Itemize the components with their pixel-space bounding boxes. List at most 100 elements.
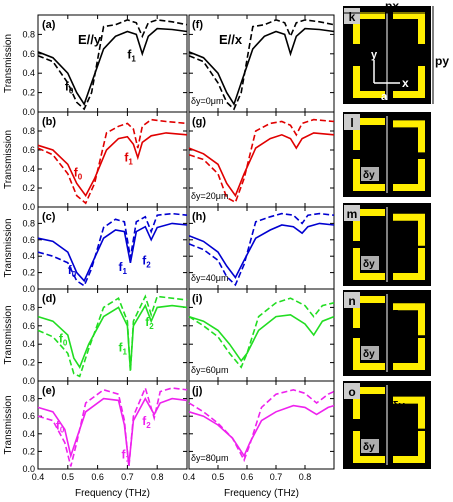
panel-frame <box>37 206 188 290</box>
y-tick-label: 0.0 <box>22 284 35 294</box>
y-tick-label: 0.8 <box>22 302 35 312</box>
cell-label: l <box>350 116 353 130</box>
delta-y-box <box>361 256 379 270</box>
split-ring-bracket <box>353 338 385 370</box>
split-ring-bracket <box>353 159 385 191</box>
panel-label: (d) <box>42 293 56 305</box>
resonance-label: f1 <box>121 447 130 463</box>
axis-x-label: x <box>402 76 409 90</box>
delta-y-marker: δy <box>363 442 375 453</box>
series-solid <box>37 303 188 371</box>
resonance-label: f2 <box>142 253 151 269</box>
y-axis-label: Transmission <box>3 130 14 189</box>
y-tick-label: 0.8 <box>22 126 35 136</box>
x-axis-label: Frequency (THz) <box>75 488 150 499</box>
delta-y-box <box>361 439 379 453</box>
delta-y-marker: δy <box>363 349 375 360</box>
y-tick-label: 0.2 <box>22 268 35 278</box>
split-ring-bracket <box>393 159 425 191</box>
resonance-label: f1 <box>118 260 127 276</box>
delta-y-label: δy=60μm <box>191 365 228 375</box>
y-tick-label: 0.8 <box>22 394 35 404</box>
resonance-label: f0 <box>65 80 74 96</box>
split-ring-bracket <box>393 213 425 246</box>
delta-y-marker: δy <box>392 222 406 234</box>
cell-label: o <box>348 385 355 399</box>
delta-y-box <box>361 167 379 181</box>
y-tick-label: 0.6 <box>22 411 35 421</box>
delta-y-label: δy=80μm <box>191 453 228 463</box>
y-tick-label: 0.4 <box>22 68 35 78</box>
split-ring-bracket <box>393 303 425 336</box>
series-dashed <box>188 297 335 369</box>
y-tick-label: 0.4 <box>22 429 35 439</box>
panel-label: (h) <box>192 211 206 223</box>
resonance-label: f1 <box>127 48 136 64</box>
resonance-label: f0 <box>56 418 65 434</box>
x-tick-label: 0.7 <box>270 472 283 482</box>
y-axis-label: Transmission <box>3 34 14 93</box>
y-tick-label: 0.2 <box>22 88 35 98</box>
resonance-label: f1 <box>124 150 133 166</box>
split-ring-bracket <box>393 338 425 370</box>
panel-label: (j) <box>192 385 203 397</box>
split-ring-bracket <box>393 431 425 463</box>
split-ring-bracket <box>393 12 425 44</box>
split-ring-bracket <box>393 120 425 153</box>
delta-y-label: δy=0μm <box>191 96 223 106</box>
x-tick-label: 0.8 <box>299 472 312 482</box>
x-tick-label: 0.4 <box>183 472 196 482</box>
resonance-label: f2 <box>142 414 151 430</box>
split-ring-bracket <box>393 66 425 98</box>
y-tick-label: 0.2 <box>22 183 35 193</box>
x-tick-label: 0.7 <box>121 472 134 482</box>
resonance-label: f2 <box>145 315 154 331</box>
period-x-label: px <box>385 0 399 13</box>
y-axis-label: Transmission <box>3 395 14 454</box>
series-dashed <box>188 19 335 111</box>
cell-label: m <box>347 207 358 221</box>
y-tick-label: 0.0 <box>22 107 35 117</box>
resonance-label: f0 <box>59 331 68 347</box>
cell-label-box <box>344 8 360 24</box>
cell-label-box <box>344 383 360 399</box>
x-tick-label: 0.5 <box>212 472 225 482</box>
cell-label-box <box>344 114 360 130</box>
y-tick-label: 0.4 <box>22 251 35 261</box>
series-solid <box>188 404 335 458</box>
cell-label: n <box>348 294 355 308</box>
panel-frame <box>37 111 188 208</box>
cell-label-box <box>344 292 360 308</box>
y-tick-label: 0.0 <box>22 202 35 212</box>
split-ring-bracket <box>393 248 425 280</box>
panel-label: (g) <box>192 116 206 128</box>
y-tick-label: 0.8 <box>22 218 35 228</box>
y-tick-label: 0.8 <box>22 29 35 39</box>
delta-y-marker: δy <box>363 170 375 181</box>
split-ring-bracket <box>393 396 425 429</box>
series-solid <box>188 132 335 198</box>
delta-y-label: δy=40μm <box>191 273 228 283</box>
panel-label: (b) <box>42 116 56 128</box>
panel-label: (i) <box>192 293 203 305</box>
series-dashed <box>37 294 188 378</box>
y-tick-label: 0.6 <box>22 321 35 331</box>
series-dashed <box>37 19 188 111</box>
delta-y-label: δy=20μm <box>191 191 228 201</box>
x-tick-label: 0.4 <box>32 472 45 482</box>
panel-frame <box>188 380 335 470</box>
y-tick-label: 0.0 <box>22 376 35 386</box>
series-solid <box>37 396 188 465</box>
y-tick-label: 0.2 <box>22 446 35 456</box>
panel-label: (a) <box>42 19 56 31</box>
series-solid <box>37 222 188 283</box>
x-tick-label: 0.5 <box>62 472 75 482</box>
dimension-a-label: a <box>381 91 388 103</box>
resonance-label: f1 <box>118 341 127 357</box>
series-dashed <box>188 212 335 287</box>
delta-y-marker: δy <box>392 309 406 321</box>
cell-label-box <box>344 205 360 221</box>
x-tick-label: 0.8 <box>151 472 164 482</box>
panel-frame <box>37 380 188 470</box>
